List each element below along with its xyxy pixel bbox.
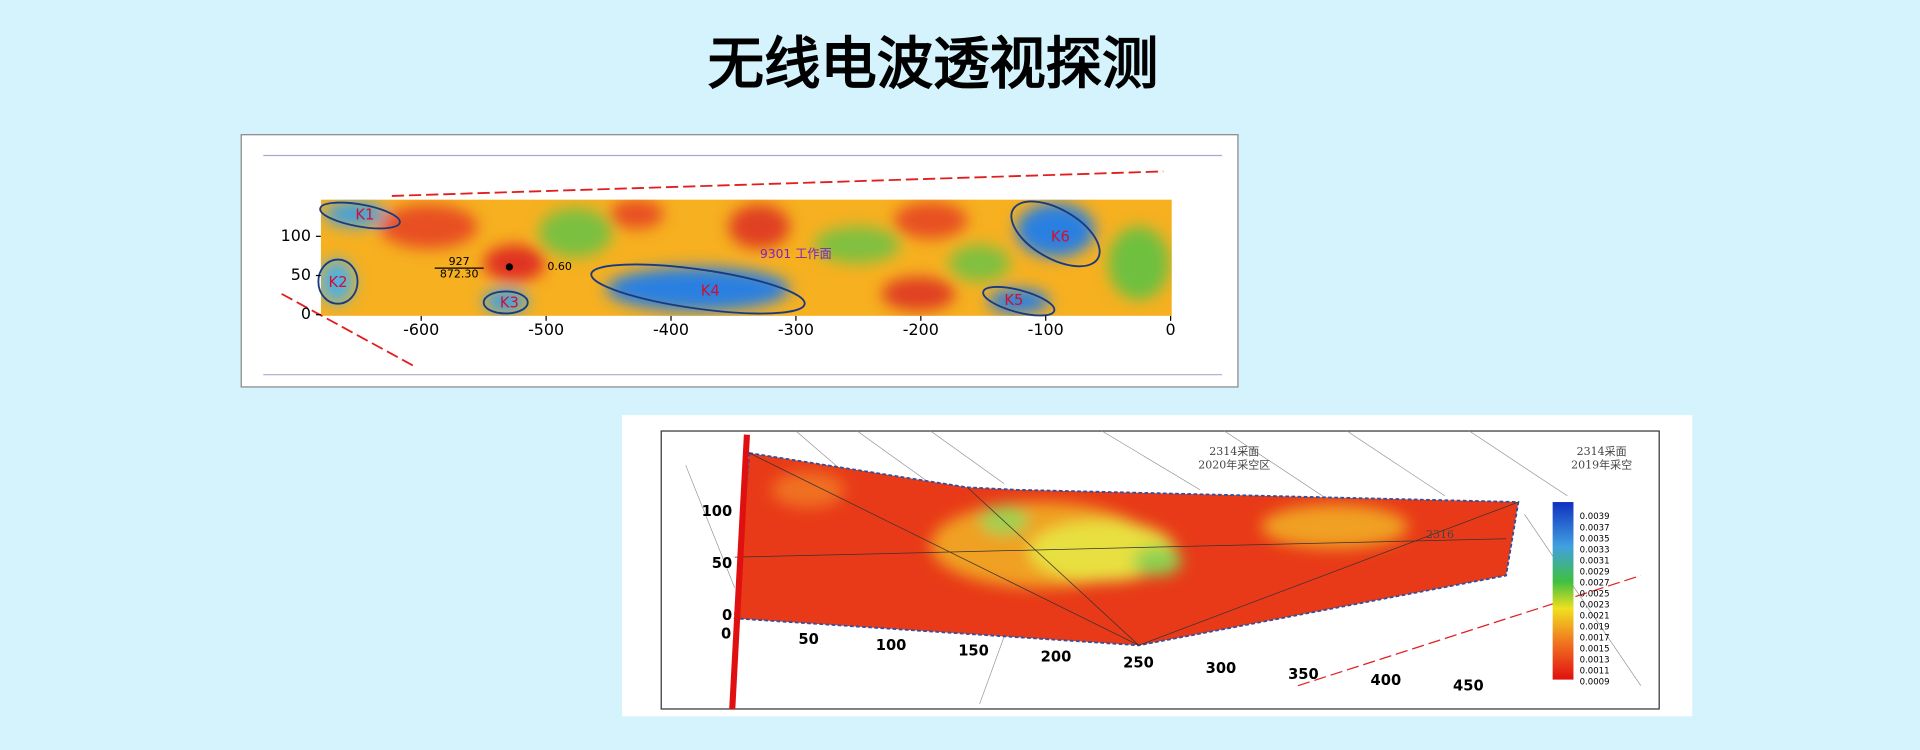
x-tick-label: -600 bbox=[403, 320, 439, 339]
panel-1: 9301 工作面 927 872.30 0.60 K1 K2 K3 K4 K5 K6 -60… bbox=[240, 134, 1239, 388]
y-tick-label: 50 bbox=[712, 555, 732, 572]
legend-label: 0.0011 bbox=[1580, 667, 1610, 677]
title: 无线电波透视探测 bbox=[708, 31, 1159, 97]
x-tick-label: -300 bbox=[778, 320, 814, 339]
legend-label: 0.0031 bbox=[1580, 556, 1610, 566]
legend-label: 0.0033 bbox=[1580, 545, 1610, 555]
x-tick-label: 250 bbox=[1123, 654, 1154, 671]
x-tick-label: -500 bbox=[528, 320, 564, 339]
anomaly-label: K3 bbox=[500, 295, 519, 312]
panel-2: 0 50 100 150 200 250 300 350 400 4500501002314采面2… bbox=[622, 415, 1693, 717]
x-tick-label: 200 bbox=[1041, 649, 1072, 666]
anomaly-label: K1 bbox=[355, 207, 374, 224]
point-bottom: 872.30 bbox=[440, 267, 479, 280]
legend-label: 0.0017 bbox=[1580, 633, 1610, 643]
x-tick-label: -100 bbox=[1028, 320, 1064, 339]
map-label: 2314采面 bbox=[1209, 445, 1259, 458]
map-label: 2019年采空 bbox=[1571, 457, 1632, 471]
legend-label: 0.0013 bbox=[1580, 656, 1610, 666]
legend-label: 0.0023 bbox=[1580, 600, 1610, 610]
x-tick-label: 0 bbox=[1166, 320, 1176, 339]
x-tick-label: -400 bbox=[653, 320, 689, 339]
x-tick-label: 50 bbox=[798, 631, 818, 648]
map-label: 2020年采空区 bbox=[1198, 457, 1270, 471]
x-tick-label: -200 bbox=[903, 320, 939, 339]
x-tick-label: 0 bbox=[721, 625, 731, 642]
y-tick-label: 100 bbox=[702, 503, 733, 520]
legend-label: 0.0037 bbox=[1580, 523, 1610, 533]
map-label: 2314采面 bbox=[1577, 445, 1627, 458]
map-label: 2316 bbox=[1426, 528, 1454, 541]
legend-bar bbox=[1552, 502, 1574, 680]
x-tick-label: 450 bbox=[1453, 678, 1484, 695]
y-tick-label: 50 bbox=[291, 265, 311, 284]
legend-label: 0.0019 bbox=[1580, 622, 1610, 632]
heatmap-1 bbox=[320, 199, 1172, 316]
legend-label: 0.0009 bbox=[1580, 678, 1610, 688]
legend-label: 0.0027 bbox=[1580, 578, 1610, 588]
legend-label: 0.0035 bbox=[1580, 534, 1610, 544]
x-tick-label: 350 bbox=[1288, 666, 1319, 683]
y-tick-label: 100 bbox=[281, 226, 311, 245]
point-value: 0.60 bbox=[547, 260, 572, 273]
face-label: 9301 工作面 bbox=[760, 247, 832, 261]
x-tick-label: 150 bbox=[958, 643, 989, 660]
y-tick-label: 0 bbox=[722, 607, 732, 624]
x-tick-label: 100 bbox=[876, 637, 907, 654]
legend-label: 0.0039 bbox=[1580, 512, 1610, 522]
anomaly-label: K5 bbox=[1004, 292, 1023, 309]
anomaly-label: K2 bbox=[328, 274, 347, 291]
x-tick-label: 400 bbox=[1371, 672, 1402, 689]
legend-label: 0.0029 bbox=[1580, 567, 1610, 577]
point-top: 927 bbox=[449, 255, 470, 268]
anomaly-label: K6 bbox=[1051, 229, 1070, 246]
legend-label: 0.0015 bbox=[1580, 644, 1610, 654]
x-tick-label: 300 bbox=[1206, 660, 1237, 677]
legend-label: 0.0025 bbox=[1580, 589, 1610, 599]
legend-label: 0.0021 bbox=[1580, 611, 1610, 621]
anomaly-label: K4 bbox=[701, 282, 720, 299]
y-tick-label: 0 bbox=[301, 304, 311, 323]
